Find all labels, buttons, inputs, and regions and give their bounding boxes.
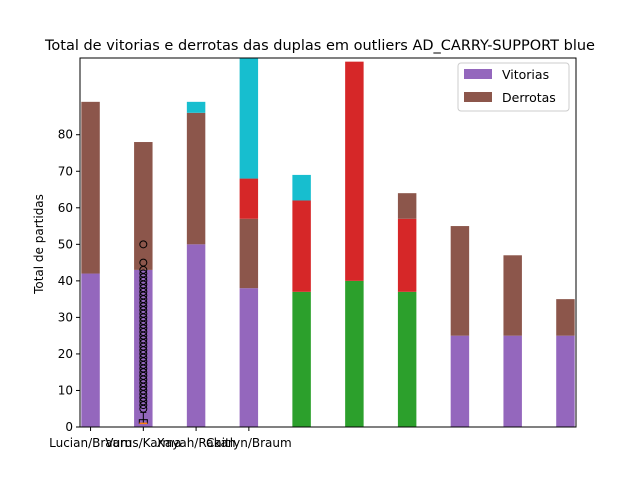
plot-area: 0 10 20 30 40 50 60 70 80 Lucian/BraumVarus/Karma… <box>49 57 577 450</box>
x-tick-label-1: Varus/Karma <box>105 436 181 450</box>
y-tick-label-3: 30 <box>58 310 73 324</box>
bar-segment-7 <box>239 288 259 427</box>
bar-segment-22 <box>503 255 522 336</box>
y-axis-label: Total de partidas <box>32 194 46 295</box>
x-tick-label-2: Xayah/Rakan <box>157 436 236 450</box>
bar-segment-8 <box>239 218 259 289</box>
bar-segment-21 <box>503 335 522 427</box>
boxplot-flier-40 <box>139 240 148 249</box>
y-tick-label-1: 10 <box>58 383 73 397</box>
bar-segment-23 <box>556 335 575 427</box>
bar-segment-24 <box>556 299 575 336</box>
bar-segment-10 <box>239 58 259 179</box>
bar-segment-12 <box>292 200 311 292</box>
bar-segment-19 <box>450 335 470 427</box>
legend-swatch-1 <box>464 92 492 102</box>
bar-segment-6 <box>186 101 206 113</box>
bar-segment-20 <box>450 226 470 336</box>
bar-segment-18 <box>397 193 417 219</box>
boxplot-flier-39 <box>139 258 148 267</box>
bar-segment-4 <box>186 244 206 427</box>
bar-segment-9 <box>239 178 259 219</box>
bars-group <box>81 58 575 427</box>
bar-segment-11 <box>292 291 311 427</box>
x-tick-label-0: Lucian/Braum <box>49 436 132 450</box>
bar-segment-14 <box>345 280 364 427</box>
y-tick-label-6: 60 <box>58 201 73 215</box>
bar-segment-1 <box>81 101 100 274</box>
chart-title: Total de vitorias e derrotas das duplas … <box>44 38 595 54</box>
y-tick-label-8: 80 <box>58 128 73 142</box>
legend: Vitorias Derrotas <box>457 62 570 112</box>
y-tick-label-4: 40 <box>58 274 73 288</box>
axes-frame <box>79 57 577 428</box>
legend-label-1: Derrotas <box>502 90 556 105</box>
bar-segment-5 <box>186 112 206 245</box>
legend-swatch-0 <box>464 69 492 79</box>
boxplot-flier-37 <box>139 269 148 278</box>
bar-segment-13 <box>292 174 311 201</box>
bar-segment-15 <box>345 61 364 281</box>
legend-label-0: Vitorias <box>502 67 549 82</box>
bar-segment-3 <box>134 142 153 270</box>
y-tick-label-7: 70 <box>58 164 73 178</box>
y-tick-label-2: 20 <box>58 347 73 361</box>
bar-segment-2 <box>134 269 153 427</box>
x-tick-label-3: Caitlyn/Braum <box>206 436 292 450</box>
bar-segment-17 <box>397 218 417 292</box>
bar-segment-0 <box>81 273 100 427</box>
y-tick-label-0: 0 <box>65 420 73 434</box>
bar-segment-16 <box>397 291 417 427</box>
y-tick-label-5: 50 <box>58 237 73 251</box>
